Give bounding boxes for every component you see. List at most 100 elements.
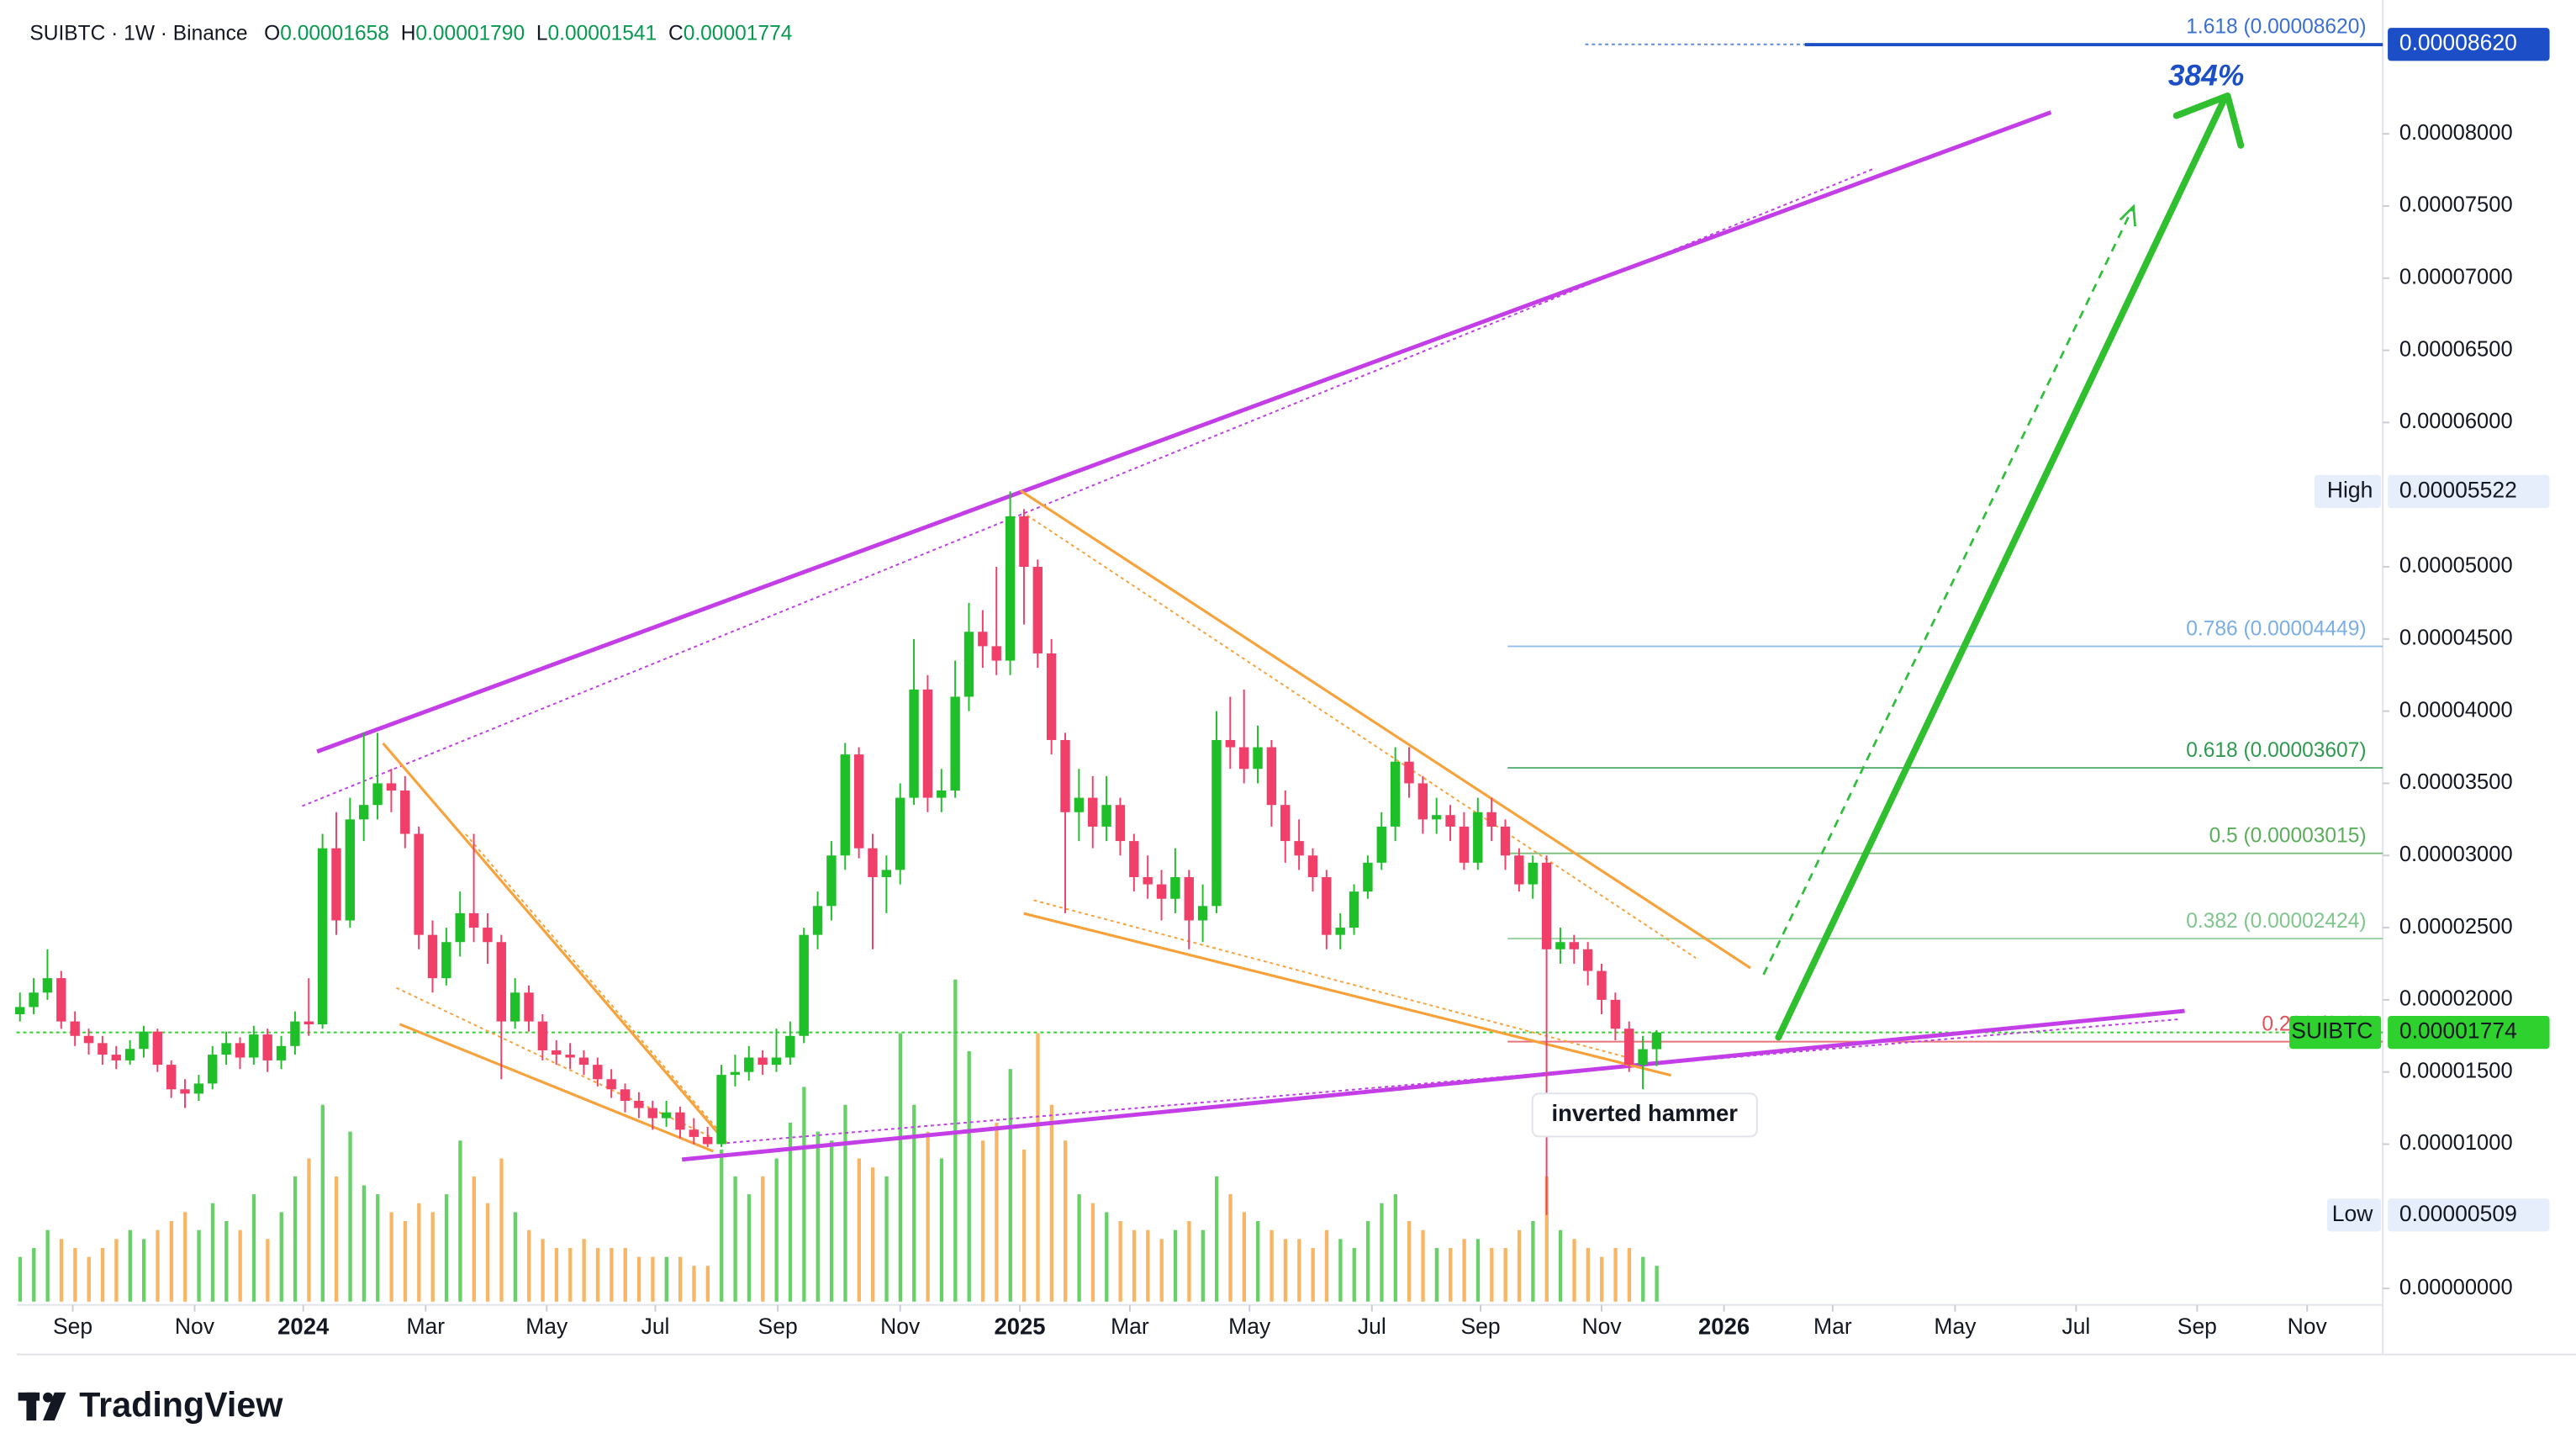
volume-bar <box>210 1203 215 1302</box>
candle-body <box>578 1057 589 1066</box>
volume-bar <box>1105 1212 1109 1302</box>
candle-body <box>235 1043 245 1058</box>
candle-body <box>565 1055 575 1058</box>
candle-body <box>991 646 1001 661</box>
volume-bar <box>829 1140 834 1302</box>
volume-bar <box>1655 1266 1659 1302</box>
candle-body <box>647 1108 657 1118</box>
volume-bar <box>678 1256 683 1302</box>
ohlc-key: H <box>401 23 416 45</box>
fib-label: 0.382 (0.00002424) <box>2186 910 2366 933</box>
price-tag-value: 0.00001774 <box>2399 1018 2517 1044</box>
volume-bar <box>980 1140 985 1302</box>
volume-bar <box>1544 1176 1549 1302</box>
candle-body <box>922 689 933 798</box>
candle-body <box>98 1043 108 1055</box>
candle-body <box>83 1035 94 1044</box>
price-tag-label: High <box>2327 477 2373 502</box>
volume-bar <box>141 1239 146 1302</box>
volume-bar <box>1434 1247 1439 1302</box>
price-tag <box>2388 1016 2550 1050</box>
price-tag-label-box <box>2314 474 2382 509</box>
volume-bar <box>417 1203 421 1302</box>
x-tick-label: Nov <box>2288 1314 2328 1339</box>
y-tick-label: 0.00002500 <box>2399 915 2513 939</box>
volume-bar <box>1159 1239 1164 1302</box>
volume-bar <box>100 1247 105 1302</box>
candle-body <box>455 912 465 943</box>
wedge-1-bottom <box>399 1023 715 1153</box>
brand-logo: TradingView <box>18 1385 283 1424</box>
volume-bar <box>1462 1239 1466 1302</box>
candle-body <box>978 632 988 647</box>
volume-bar <box>664 1256 668 1302</box>
channel-top <box>316 110 2052 754</box>
volume-bar <box>843 1104 847 1302</box>
candles <box>15 491 1662 1215</box>
candle-body <box>1156 884 1167 899</box>
candle-body <box>593 1065 603 1080</box>
candle-body <box>661 1112 672 1118</box>
volume-bar <box>1256 1221 1260 1302</box>
candle-body <box>1638 1049 1648 1066</box>
y-tick-label: 0.00005000 <box>2399 554 2513 578</box>
y-tick-label: 0.00002000 <box>2399 987 2513 1011</box>
volume-bar <box>1365 1221 1370 1302</box>
candle-body <box>304 1021 314 1025</box>
candle-body <box>1500 826 1511 856</box>
candle-body <box>111 1055 121 1060</box>
logo-shape <box>43 1392 53 1403</box>
candle-body <box>1143 876 1153 885</box>
volume-bar <box>114 1239 119 1302</box>
candle-body <box>853 754 864 849</box>
volume-bar <box>1352 1247 1356 1302</box>
volume-bar <box>651 1256 655 1302</box>
volume-bar <box>1531 1221 1535 1302</box>
candle-body <box>1555 942 1565 949</box>
x-tick-label: May <box>525 1314 568 1339</box>
candle-body <box>1376 826 1386 863</box>
volume-bar <box>18 1256 23 1302</box>
candle-body <box>881 870 892 877</box>
projection-arrow <box>1775 95 2228 1041</box>
candle-body <box>840 754 850 856</box>
volume-bar <box>610 1247 614 1302</box>
candle-body <box>441 942 451 979</box>
volume-bar <box>939 1158 944 1302</box>
x-tick-label: 2026 <box>1698 1313 1750 1339</box>
y-tick-label: 0.00007500 <box>2399 193 2513 217</box>
candle-body <box>1060 739 1070 812</box>
volume-bar <box>871 1167 875 1302</box>
candle-body <box>29 992 39 1007</box>
volume-bar <box>266 1239 270 1302</box>
volume-bar <box>733 1176 737 1302</box>
volume-bar <box>128 1230 132 1302</box>
x-tick-label: Mar <box>1111 1314 1149 1339</box>
candle-body <box>950 696 960 791</box>
projection-arrow-head <box>2172 93 2245 149</box>
candle-body <box>689 1129 699 1137</box>
wedge-2-top <box>1019 489 1751 970</box>
volume-bar <box>1627 1247 1632 1302</box>
candle-body <box>42 978 53 993</box>
candle-body <box>1129 841 1139 877</box>
candle-body <box>1624 1029 1634 1066</box>
wedge-2-dotted <box>1027 515 1697 960</box>
candle-body <box>1101 805 1111 827</box>
candle-body <box>1651 1032 1662 1050</box>
candle-body <box>1170 876 1180 899</box>
price-tag-label: SUIBTC <box>2291 1018 2373 1044</box>
candle-body <box>1610 999 1621 1029</box>
candle-body <box>524 992 534 1022</box>
volume-bar <box>73 1247 77 1302</box>
volume-bar <box>1600 1256 1604 1302</box>
candle-body <box>1349 891 1359 928</box>
y-tick-label: 0.00004500 <box>2399 627 2513 650</box>
volume-bar <box>1146 1230 1150 1302</box>
volume-bar <box>1572 1239 1576 1302</box>
volume-bar <box>1311 1247 1315 1302</box>
x-tick-label: May <box>1934 1314 1977 1339</box>
volume-bar <box>623 1247 627 1302</box>
